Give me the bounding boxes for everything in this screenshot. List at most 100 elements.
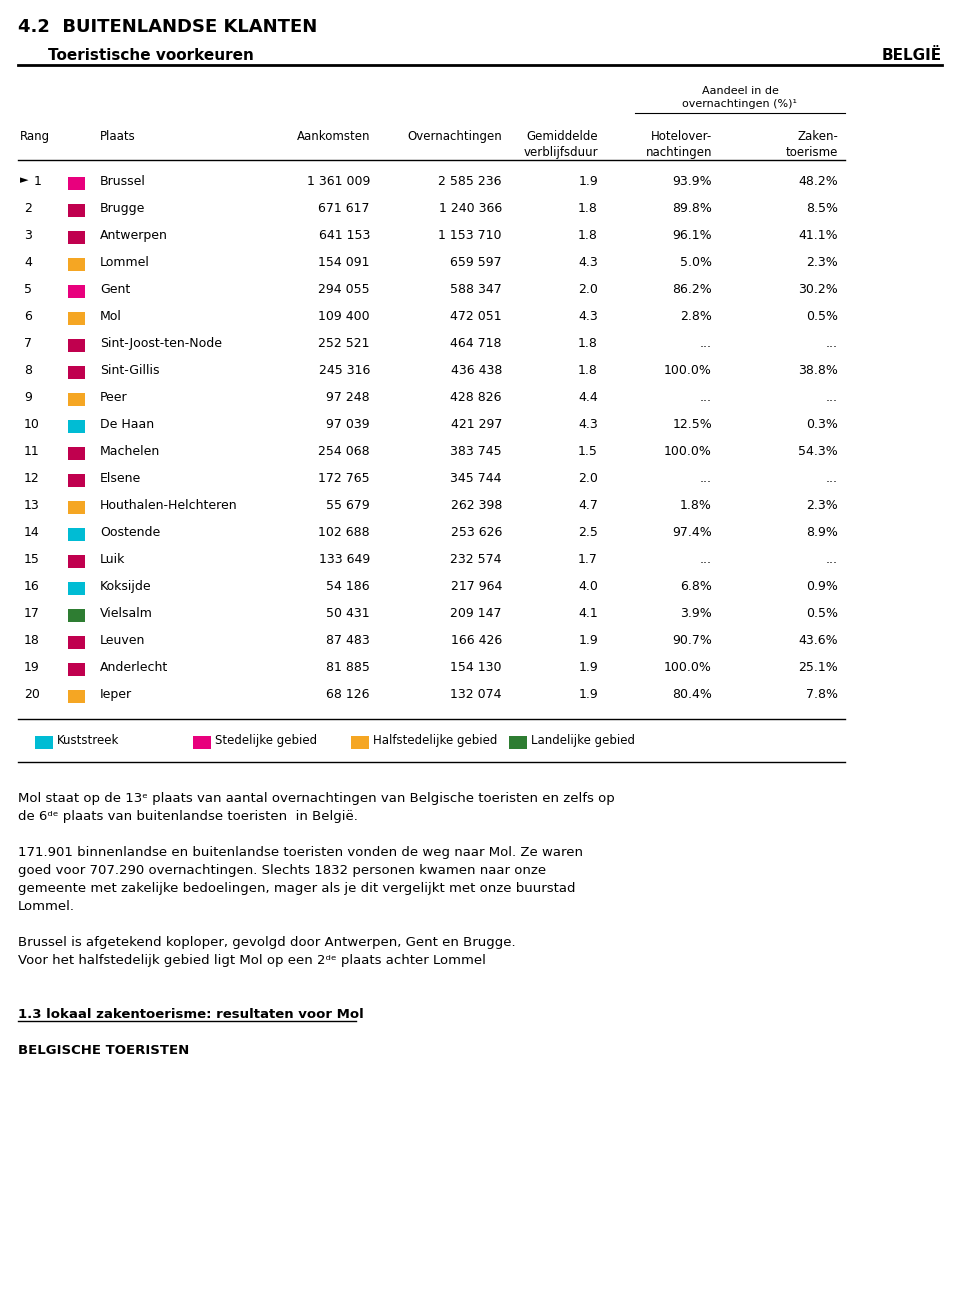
FancyBboxPatch shape bbox=[68, 474, 85, 487]
Text: 55 679: 55 679 bbox=[326, 499, 370, 512]
Text: 109 400: 109 400 bbox=[319, 310, 370, 323]
Text: ...: ... bbox=[700, 336, 712, 350]
FancyBboxPatch shape bbox=[68, 501, 85, 514]
Text: 1.8: 1.8 bbox=[578, 202, 598, 215]
Text: 4.3: 4.3 bbox=[578, 310, 598, 323]
Text: 4.1: 4.1 bbox=[578, 607, 598, 620]
Text: 48.2%: 48.2% bbox=[799, 175, 838, 188]
FancyBboxPatch shape bbox=[68, 420, 85, 434]
Text: 7.8%: 7.8% bbox=[806, 689, 838, 700]
Text: 7: 7 bbox=[24, 336, 32, 350]
Text: 10: 10 bbox=[24, 418, 40, 431]
Text: 38.8%: 38.8% bbox=[798, 364, 838, 377]
Text: De Haan: De Haan bbox=[100, 418, 155, 431]
Text: 209 147: 209 147 bbox=[450, 607, 502, 620]
Text: 4.4: 4.4 bbox=[578, 392, 598, 403]
FancyBboxPatch shape bbox=[68, 636, 85, 649]
FancyBboxPatch shape bbox=[68, 528, 85, 541]
Text: 97.4%: 97.4% bbox=[672, 526, 712, 539]
Text: Luik: Luik bbox=[100, 553, 126, 566]
Text: 81 885: 81 885 bbox=[326, 661, 370, 674]
Text: 41.1%: 41.1% bbox=[799, 229, 838, 242]
Text: 1.8: 1.8 bbox=[578, 229, 598, 242]
Text: 641 153: 641 153 bbox=[319, 229, 370, 242]
Text: Toeristische voorkeuren: Toeristische voorkeuren bbox=[48, 49, 253, 63]
FancyBboxPatch shape bbox=[68, 177, 85, 191]
FancyBboxPatch shape bbox=[68, 285, 85, 298]
Text: 2.5: 2.5 bbox=[578, 526, 598, 539]
Text: 2: 2 bbox=[24, 202, 32, 215]
Text: 97 248: 97 248 bbox=[326, 392, 370, 403]
Text: 8.5%: 8.5% bbox=[806, 202, 838, 215]
Text: 68 126: 68 126 bbox=[326, 689, 370, 700]
Text: 2.3%: 2.3% bbox=[806, 256, 838, 269]
Text: Hotelover-
nachtingen: Hotelover- nachtingen bbox=[645, 130, 712, 159]
Text: de 6ᵈᵉ plaats van buitenlandse toeristen  in België.: de 6ᵈᵉ plaats van buitenlandse toeristen… bbox=[18, 809, 358, 823]
Text: ...: ... bbox=[700, 392, 712, 403]
Text: 86.2%: 86.2% bbox=[672, 283, 712, 296]
Text: 4.2  BUITENLANDSE KLANTEN: 4.2 BUITENLANDSE KLANTEN bbox=[18, 18, 317, 35]
Text: 102 688: 102 688 bbox=[319, 526, 370, 539]
Text: 16: 16 bbox=[24, 579, 39, 593]
Text: 2 585 236: 2 585 236 bbox=[439, 175, 502, 188]
Text: Ieper: Ieper bbox=[100, 689, 132, 700]
Text: goed voor 707.290 overnachtingen. Slechts 1832 personen kwamen naar onze: goed voor 707.290 overnachtingen. Slecht… bbox=[18, 865, 546, 876]
Text: 14: 14 bbox=[24, 526, 39, 539]
Text: 1 153 710: 1 153 710 bbox=[439, 229, 502, 242]
Text: Lommel: Lommel bbox=[100, 256, 150, 269]
Text: 172 765: 172 765 bbox=[319, 472, 370, 485]
Text: 13: 13 bbox=[24, 499, 39, 512]
Text: 1.8%: 1.8% bbox=[680, 499, 712, 512]
Text: Brussel: Brussel bbox=[100, 175, 146, 188]
Text: 254 068: 254 068 bbox=[319, 445, 370, 459]
Text: 43.6%: 43.6% bbox=[799, 633, 838, 646]
Text: Aandeel in de
overnachtingen (%)¹: Aandeel in de overnachtingen (%)¹ bbox=[683, 85, 798, 109]
Text: 4.7: 4.7 bbox=[578, 499, 598, 512]
Text: Plaats: Plaats bbox=[100, 130, 135, 143]
Text: 421 297: 421 297 bbox=[450, 418, 502, 431]
Text: 100.0%: 100.0% bbox=[664, 364, 712, 377]
FancyBboxPatch shape bbox=[68, 555, 85, 568]
Text: 25.1%: 25.1% bbox=[799, 661, 838, 674]
Text: 154 130: 154 130 bbox=[450, 661, 502, 674]
Text: Overnachtingen: Overnachtingen bbox=[407, 130, 502, 143]
Text: 294 055: 294 055 bbox=[319, 283, 370, 296]
Text: 50 431: 50 431 bbox=[326, 607, 370, 620]
Text: 1 361 009: 1 361 009 bbox=[306, 175, 370, 188]
Text: Sint-Joost-ten-Node: Sint-Joost-ten-Node bbox=[100, 336, 222, 350]
Text: 97 039: 97 039 bbox=[326, 418, 370, 431]
FancyBboxPatch shape bbox=[351, 736, 369, 749]
Text: 472 051: 472 051 bbox=[450, 310, 502, 323]
Text: 245 316: 245 316 bbox=[319, 364, 370, 377]
FancyBboxPatch shape bbox=[68, 204, 85, 217]
Text: Kuststreek: Kuststreek bbox=[57, 735, 119, 746]
Text: 2.0: 2.0 bbox=[578, 472, 598, 485]
Text: 100.0%: 100.0% bbox=[664, 445, 712, 459]
Text: 154 091: 154 091 bbox=[319, 256, 370, 269]
Text: 12: 12 bbox=[24, 472, 39, 485]
Text: Aankomsten: Aankomsten bbox=[297, 130, 370, 143]
Text: 252 521: 252 521 bbox=[319, 336, 370, 350]
Text: 93.9%: 93.9% bbox=[672, 175, 712, 188]
Text: 18: 18 bbox=[24, 633, 40, 646]
Text: ...: ... bbox=[826, 553, 838, 566]
Text: 262 398: 262 398 bbox=[450, 499, 502, 512]
FancyBboxPatch shape bbox=[68, 582, 85, 595]
Text: 383 745: 383 745 bbox=[450, 445, 502, 459]
Text: Landelijke gebied: Landelijke gebied bbox=[531, 735, 635, 746]
Text: 100.0%: 100.0% bbox=[664, 661, 712, 674]
Text: ...: ... bbox=[700, 553, 712, 566]
Text: Machelen: Machelen bbox=[100, 445, 160, 459]
Text: 0.3%: 0.3% bbox=[806, 418, 838, 431]
Text: 8.9%: 8.9% bbox=[806, 526, 838, 539]
Text: 6.8%: 6.8% bbox=[680, 579, 712, 593]
FancyBboxPatch shape bbox=[509, 736, 527, 749]
FancyBboxPatch shape bbox=[193, 736, 211, 749]
Text: Gemiddelde
verblijfsduur: Gemiddelde verblijfsduur bbox=[523, 130, 598, 159]
Text: 1.5: 1.5 bbox=[578, 445, 598, 459]
Text: 89.8%: 89.8% bbox=[672, 202, 712, 215]
Text: 1.9: 1.9 bbox=[578, 175, 598, 188]
Text: 166 426: 166 426 bbox=[451, 633, 502, 646]
Text: 232 574: 232 574 bbox=[450, 553, 502, 566]
Text: 588 347: 588 347 bbox=[450, 283, 502, 296]
